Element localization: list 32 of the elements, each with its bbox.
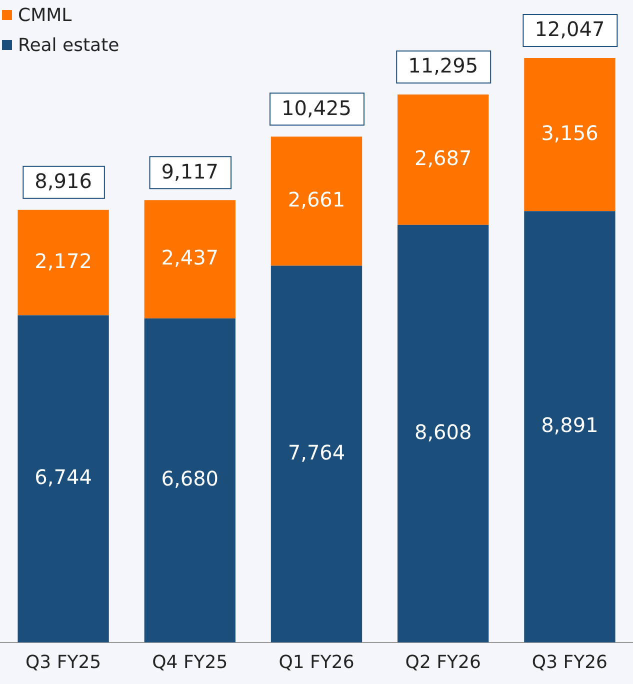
x-tick-label: Q4 FY25: [152, 652, 228, 673]
data-label: 3,156: [541, 120, 598, 145]
bar: [398, 224, 489, 642]
x-tick-label: Q3 FY25: [25, 652, 102, 673]
data-label: 8,608: [414, 420, 472, 444]
data-label: 2,687: [414, 146, 472, 170]
bar: [270, 136, 362, 266]
data-label: 7,764: [288, 440, 346, 464]
data-label: 6,680: [161, 466, 219, 491]
bar: [524, 211, 616, 642]
x-tick-label: Q2 FY26: [405, 652, 481, 673]
data-label: 2,437: [161, 245, 219, 270]
x-tick-label: Q3 FY26: [532, 652, 608, 673]
total-label: 10,425: [282, 96, 352, 120]
legend-label: CMML: [18, 4, 72, 26]
bar: [18, 210, 109, 316]
bar: [270, 266, 362, 642]
legend-label: Real estate: [18, 34, 120, 56]
total-label: 9,117: [161, 159, 219, 184]
bar: [398, 94, 489, 225]
bar: [144, 318, 236, 642]
x-tick-label: Q1 FY26: [278, 652, 354, 673]
total-label: 8,916: [34, 169, 92, 194]
data-label: 2,661: [288, 187, 346, 212]
bar: [144, 200, 236, 318]
bar: [18, 315, 109, 642]
data-label: 8,891: [541, 412, 598, 437]
data-label: 6,744: [34, 465, 92, 490]
total-label: 11,295: [408, 54, 478, 78]
total-label: 12,047: [534, 17, 605, 42]
bar: [524, 58, 616, 212]
data-label: 2,172: [34, 248, 92, 273]
